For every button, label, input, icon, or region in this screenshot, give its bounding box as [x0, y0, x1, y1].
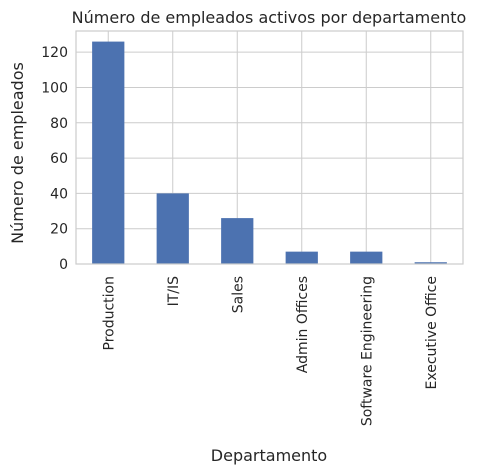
- chart-title: Número de empleados activos por departam…: [72, 8, 467, 27]
- bar-production: [92, 41, 125, 264]
- y-tick-label: 60: [50, 151, 68, 167]
- bar-it-is: [156, 193, 189, 264]
- y-tick-label: 80: [50, 116, 68, 132]
- y-tick-label: 0: [59, 257, 68, 273]
- bars: [92, 41, 447, 264]
- x-tick-label: Executive Office: [424, 276, 440, 389]
- y-tick-label: 120: [41, 45, 68, 61]
- x-tick-label: Software Engineering: [359, 276, 375, 426]
- axes-frame: [75, 30, 464, 265]
- y-axis-title: Número de empleados: [8, 62, 27, 244]
- x-tick-label: Production: [101, 276, 117, 350]
- bar-software-engineering: [350, 251, 383, 264]
- x-tick-label: Sales: [230, 276, 246, 313]
- plot-frame: [75, 30, 464, 265]
- x-axis-title: Departamento: [211, 446, 327, 465]
- y-tick-label: 20: [50, 222, 68, 238]
- y-tick-label: 40: [50, 186, 68, 202]
- x-tick-label: IT/IS: [166, 276, 182, 307]
- x-tick-label: Admin Offices: [295, 276, 311, 373]
- bar-admin-offices: [285, 251, 318, 264]
- bar-executive-office: [414, 262, 447, 264]
- bar-sales: [221, 218, 254, 264]
- y-tick-label: 100: [41, 80, 68, 96]
- x-axis-ticks: Production IT/IS Sales Admin Offices Softwar…: [101, 276, 440, 426]
- y-axis-ticks: 0 20 40 60 80 100 120: [41, 45, 68, 273]
